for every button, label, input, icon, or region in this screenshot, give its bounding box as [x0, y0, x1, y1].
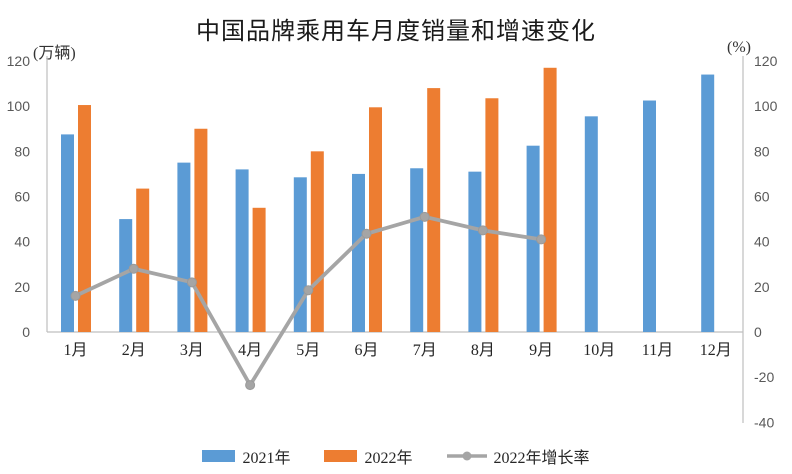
bar-2022年-9月	[543, 67, 557, 333]
left-axis-tick-label: 80	[14, 143, 30, 159]
bar-2021年-7月	[410, 168, 424, 332]
chart-title: 中国品牌乘用车月度销量和增速变化	[196, 19, 596, 45]
growth-line-marker	[245, 380, 256, 391]
bar-2021年-11月	[643, 100, 656, 332]
right-axis-unit-label: (%)	[727, 39, 751, 56]
legend-label-2022: 2022年	[364, 450, 413, 467]
x-axis-category-label: 3月	[180, 342, 204, 359]
x-axis-category-label: 8月	[471, 342, 495, 359]
bar-2021年-3月	[177, 162, 191, 332]
legend: 2021年 2022年 2022年增长率	[0, 443, 792, 469]
legend-swatch-2022-icon	[324, 450, 358, 462]
x-axis-category-label: 5月	[296, 342, 320, 359]
right-axis-tick-label: 20	[754, 279, 770, 295]
bar-2022年-3月	[194, 128, 208, 332]
legend-item-2021: 2021年	[202, 444, 290, 468]
bar-2022年-5月	[310, 151, 324, 332]
growth-line-marker	[70, 290, 81, 301]
bar-2021年-4月	[235, 169, 249, 332]
left-axis-tick-label: 0	[22, 324, 30, 340]
legend-line-marker-icon	[446, 451, 487, 461]
x-axis-category-label: 9月	[529, 342, 553, 359]
right-axis-tick-label: 80	[754, 143, 770, 159]
left-axis-tick-label: 40	[14, 234, 30, 250]
left-axis-unit-label: (万辆)	[33, 45, 76, 62]
left-axis-tick-label: 60	[14, 189, 30, 205]
bar-2022年-1月	[78, 105, 91, 332]
left-axis-tick-label: 120	[7, 53, 31, 69]
bar-2021年-6月	[352, 173, 365, 332]
right-axis-tick-label: -40	[754, 414, 774, 430]
x-axis-category-label: 4月	[238, 342, 262, 359]
growth-line-marker	[536, 234, 547, 245]
legend-swatch-2021-icon	[202, 450, 236, 462]
legend-label-growth: 2022年增长率	[493, 450, 590, 467]
legend-label-2021: 2021年	[242, 450, 291, 467]
x-axis-category-label: 6月	[354, 342, 378, 359]
left-axis-tick-label: 100	[7, 98, 31, 114]
growth-line-marker	[186, 277, 197, 288]
bar-2021年-12月	[701, 74, 715, 333]
right-axis-tick-label: 120	[754, 53, 778, 69]
x-axis-category-label: 12月	[700, 342, 732, 359]
x-axis-category-label: 2月	[122, 342, 146, 359]
growth-line-marker	[419, 211, 430, 222]
bar-2021年-2月	[119, 219, 133, 332]
x-axis-category-label: 10月	[583, 342, 615, 359]
right-axis-tick-label: -20	[754, 369, 774, 385]
right-axis-tick-label: 60	[754, 189, 770, 205]
bar-2021年-8月	[468, 171, 482, 332]
bar-2021年-1月	[61, 134, 74, 332]
right-axis-tick-label: 100	[754, 98, 778, 114]
x-axis-category-label: 11月	[642, 342, 673, 359]
bar-2022年-7月	[427, 88, 441, 332]
left-axis-tick-label: 20	[14, 279, 30, 295]
growth-line-marker	[303, 285, 314, 296]
bar-2022年-2月	[136, 188, 150, 332]
bar-2022年-4月	[252, 207, 266, 332]
x-axis-category-label: 7月	[413, 342, 437, 359]
growth-line-marker	[128, 263, 139, 274]
bar-2021年-5月	[293, 177, 307, 332]
right-axis-tick-label: 0	[754, 324, 762, 340]
bar-2022年-8月	[485, 98, 499, 332]
growth-line-marker	[361, 228, 372, 239]
growth-line-marker	[477, 225, 488, 236]
right-axis-tick-label: 40	[754, 234, 770, 250]
x-axis-category-label: 1月	[63, 342, 87, 359]
bar-2021年-10月	[584, 116, 598, 333]
legend-item-2022: 2022年	[324, 444, 413, 468]
bar-2022年-6月	[369, 107, 382, 332]
legend-item-growth: 2022年增长率	[446, 444, 590, 468]
